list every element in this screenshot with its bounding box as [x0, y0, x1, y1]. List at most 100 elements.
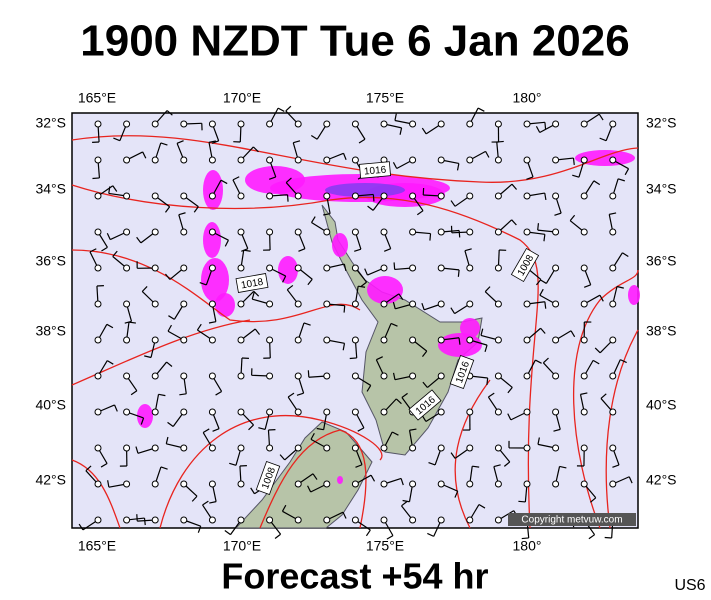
wind-station: [466, 336, 474, 344]
isobar: [71, 135, 639, 183]
wind-feather: [544, 192, 547, 201]
wind-station: [94, 516, 102, 524]
wind-feather: [537, 437, 540, 445]
wind-station: [466, 192, 474, 200]
lat-label-left: 40°S: [35, 397, 66, 413]
wind-feather: [367, 205, 374, 211]
wind-feather: [208, 140, 217, 143]
wind-feather: [599, 294, 604, 302]
wind-feather: [365, 529, 371, 537]
wind-feather: [537, 223, 540, 231]
isobar: [605, 329, 639, 529]
wind-feather: [107, 480, 110, 488]
wind-feather: [310, 216, 316, 223]
wind-feather: [391, 431, 399, 436]
wind-feather: [248, 424, 254, 431]
wind-station: [380, 444, 388, 452]
lat-label-right: 40°S: [646, 397, 677, 413]
rain-area: [337, 476, 343, 484]
wind-station: [437, 228, 445, 236]
wind-station: [323, 444, 331, 452]
wind-station: [552, 408, 560, 416]
wind-feather: [250, 487, 255, 495]
wind-feather: [486, 377, 489, 386]
wind-station: [323, 516, 331, 524]
wind-station: [523, 120, 531, 128]
wind-station: [494, 516, 502, 524]
isobar: [71, 459, 121, 529]
wind-station: [94, 372, 102, 380]
rain-area: [628, 285, 640, 305]
wind-feather: [224, 239, 229, 247]
lat-label-right: 32°S: [646, 115, 677, 131]
wind-feather: [358, 285, 366, 288]
wind-station: [409, 516, 417, 524]
wind-feather: [298, 248, 306, 252]
wind-feather: [511, 219, 517, 226]
wind-feather: [285, 177, 292, 184]
wind-station: [151, 516, 159, 524]
wind-station: [494, 336, 502, 344]
wind-station: [580, 192, 588, 200]
wind-station: [351, 300, 359, 308]
wind-feather: [472, 465, 480, 468]
wind-station: [580, 444, 588, 452]
wind-station: [237, 336, 245, 344]
wind-station: [409, 264, 417, 272]
wind-station: [323, 120, 331, 128]
wind-station: [380, 228, 388, 236]
wind-station: [294, 192, 302, 200]
wind-feather: [594, 347, 601, 354]
lon-label-bottom: 165°E: [78, 538, 116, 554]
wind-station: [580, 228, 588, 236]
wind-station: [466, 228, 474, 236]
wind-station: [94, 264, 102, 272]
wind-station: [580, 480, 588, 488]
wind-feather: [535, 126, 541, 133]
wind-feather: [450, 200, 456, 207]
wind-feather: [124, 320, 132, 324]
wind-station: [351, 408, 359, 416]
lon-label-bottom: 180°: [513, 538, 542, 554]
wind-feather: [569, 214, 576, 222]
wind-feather: [355, 464, 363, 468]
wind-feather: [395, 398, 402, 405]
lon-label-top: 175°E: [366, 90, 404, 106]
wind-station: [580, 120, 588, 128]
wind-feather: [274, 533, 281, 540]
wind-feather: [457, 269, 460, 277]
wind-station: [294, 156, 302, 164]
wind-station: [466, 156, 474, 164]
wind-feather: [342, 343, 346, 351]
isobar-label-box: [255, 460, 281, 496]
wind-feather: [112, 185, 118, 192]
wind-feather: [215, 390, 222, 396]
rain-area: [332, 233, 348, 257]
wind-feather: [128, 321, 136, 324]
wind-station: [294, 264, 302, 272]
wind-feather: [493, 464, 501, 468]
wind-feather: [429, 233, 432, 241]
wind-station: [437, 516, 445, 524]
wind-station: [208, 516, 216, 524]
wind-station: [208, 336, 216, 344]
wind-station: [523, 228, 531, 236]
wind-feather: [197, 525, 202, 533]
wind-station: [580, 264, 588, 272]
wind-station: [494, 372, 502, 380]
wind-feather: [258, 427, 266, 431]
wind-feather: [281, 504, 287, 512]
wind-feather: [399, 127, 403, 135]
wind-station: [151, 192, 159, 200]
wind-station: [494, 264, 502, 272]
wind-station: [323, 300, 331, 308]
wind-station: [151, 444, 159, 452]
wind-station: [94, 336, 102, 344]
wind-station: [266, 408, 274, 416]
wind-feather: [583, 284, 591, 288]
wind-feather: [526, 176, 534, 180]
wind-station: [466, 408, 474, 416]
wind-feather: [390, 322, 398, 327]
lon-label-bottom: 170°E: [223, 538, 261, 554]
wind-station: [466, 516, 474, 524]
